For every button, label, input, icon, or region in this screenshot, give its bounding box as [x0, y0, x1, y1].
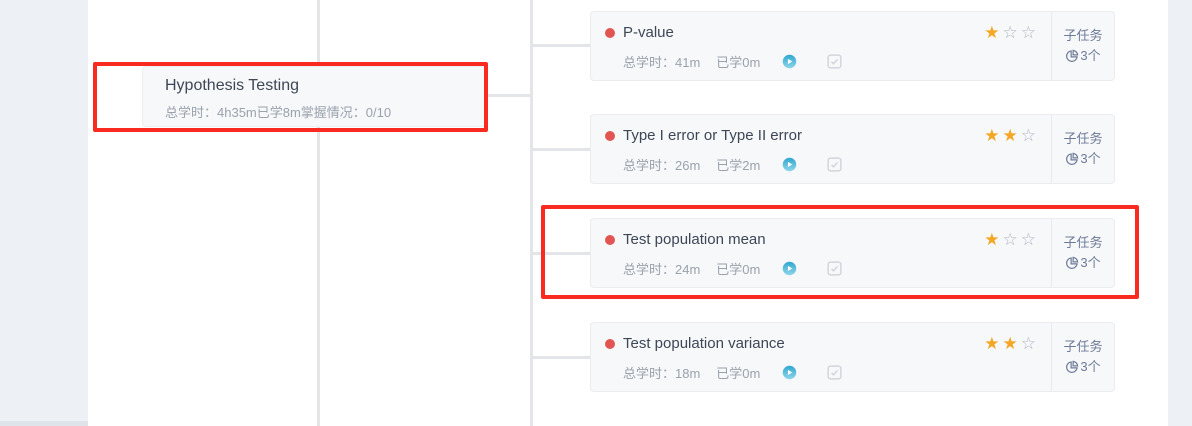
branch-line-population-variance	[533, 356, 590, 359]
root-node-card[interactable]: Hypothesis Testing 总学时：4h35m已学8m掌握情况：0/1…	[142, 66, 487, 127]
subtask-panel[interactable]: 子任务 3个	[1051, 115, 1114, 183]
subtask-panel[interactable]: 子任务 3个	[1051, 12, 1114, 80]
subtask-count: 3个	[1080, 151, 1101, 166]
star-filled-icon[interactable]: ★	[984, 23, 1003, 42]
star-empty-icon[interactable]: ☆☆	[1002, 23, 1039, 42]
star-filled-icon[interactable]: ★★	[984, 334, 1021, 353]
subtask-panel[interactable]: 子任务 3个	[1051, 219, 1114, 287]
pie-chart-icon	[1066, 360, 1079, 374]
studied-time-label: 已学0m	[716, 366, 761, 381]
subtask-label: 子任务	[1063, 338, 1103, 354]
subtask-label: 子任务	[1063, 234, 1103, 250]
checkbox-icon[interactable]	[827, 261, 842, 276]
play-circle-icon[interactable]	[782, 157, 797, 172]
branch-line-p-value	[533, 44, 590, 47]
star-filled-icon[interactable]: ★★	[984, 126, 1021, 145]
star-rating[interactable]: ★★☆	[984, 335, 1041, 353]
status-dot	[605, 235, 615, 245]
pie-chart-icon	[1066, 152, 1079, 166]
star-filled-icon[interactable]: ★	[984, 230, 1003, 249]
checkbox-icon[interactable]	[827, 365, 842, 380]
topic-card-p-value[interactable]: P-value ★☆☆ 总学时：41m 已学0m 子任务 3个	[590, 11, 1115, 81]
topic-card-population-variance[interactable]: Test population variance ★★☆ 总学时：18m 已学0…	[590, 322, 1115, 392]
status-dot	[605, 131, 615, 141]
star-rating[interactable]: ★☆☆	[984, 231, 1041, 249]
topic-card-main: P-value ★☆☆ 总学时：41m 已学0m	[591, 12, 1051, 80]
left-panel-strip	[0, 0, 88, 426]
topic-card-type-error[interactable]: Type I error or Type II error ★★☆ 总学时：26…	[590, 114, 1115, 184]
checkbox-icon[interactable]	[827, 157, 842, 172]
topic-card-main: Type I error or Type II error ★★☆ 总学时：26…	[591, 115, 1051, 183]
subtask-label: 子任务	[1063, 130, 1103, 146]
total-time-label: 总学时：24m	[623, 262, 701, 277]
status-dot	[605, 339, 615, 349]
pie-chart-icon	[1066, 256, 1079, 270]
branch-line-population-mean	[533, 252, 590, 255]
play-circle-icon[interactable]	[782, 54, 797, 69]
subtask-label: 子任务	[1063, 27, 1103, 43]
studied-time-label: 已学0m	[716, 55, 761, 70]
star-empty-icon[interactable]: ☆	[1020, 126, 1039, 145]
root-node-stats: 总学时：4h35m已学8m掌握情况：0/10	[165, 105, 392, 120]
subtask-panel[interactable]: 子任务 3个	[1051, 323, 1114, 391]
topic-card-main: Test population mean ★☆☆ 总学时：24m 已学0m	[591, 219, 1051, 287]
topic-title: P-value	[623, 24, 674, 41]
branch-line-type-error	[533, 148, 590, 151]
star-rating[interactable]: ★☆☆	[984, 24, 1041, 42]
star-empty-icon[interactable]: ☆	[1020, 334, 1039, 353]
root-branch-line	[487, 94, 530, 97]
checkbox-icon[interactable]	[827, 54, 842, 69]
total-time-label: 总学时：26m	[623, 158, 701, 173]
topic-title: Type I error or Type II error	[623, 127, 802, 144]
right-panel-strip	[1168, 0, 1192, 426]
tree-trunk-line-right	[530, 0, 533, 426]
subtask-count: 3个	[1080, 255, 1101, 270]
star-rating[interactable]: ★★☆	[984, 127, 1041, 145]
status-dot	[605, 28, 615, 38]
left-panel-strip-edge	[0, 421, 88, 426]
subtask-count: 3个	[1080, 359, 1101, 374]
tree-trunk-line-left	[317, 0, 320, 426]
root-node-title: Hypothesis Testing	[165, 77, 299, 94]
star-empty-icon[interactable]: ☆☆	[1002, 230, 1039, 249]
studied-time-label: 已学2m	[716, 158, 761, 173]
play-circle-icon[interactable]	[782, 365, 797, 380]
total-time-label: 总学时：18m	[623, 366, 701, 381]
total-time-label: 总学时：41m	[623, 55, 701, 70]
play-circle-icon[interactable]	[782, 261, 797, 276]
studied-time-label: 已学0m	[716, 262, 761, 277]
topic-title: Test population variance	[623, 335, 785, 352]
subtask-count: 3个	[1080, 48, 1101, 63]
pie-chart-icon	[1066, 49, 1079, 63]
topic-card-main: Test population variance ★★☆ 总学时：18m 已学0…	[591, 323, 1051, 391]
topic-title: Test population mean	[623, 231, 766, 248]
topic-card-population-mean[interactable]: Test population mean ★☆☆ 总学时：24m 已学0m 子任…	[590, 218, 1115, 288]
